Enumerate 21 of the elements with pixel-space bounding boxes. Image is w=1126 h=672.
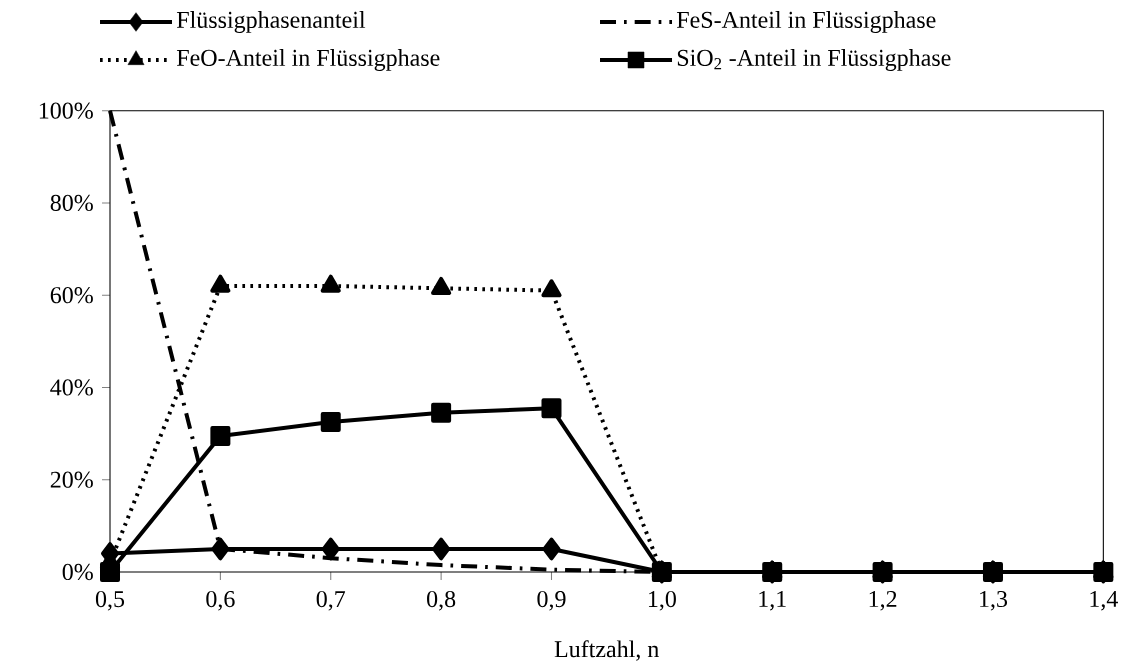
x-tick-label: 1,4 (1090, 590, 1118, 611)
x-axis-title: Luftzahl, n (554, 640, 659, 661)
legend-label: FeS-Anteil in Flüssigphase (676, 11, 936, 33)
x-tick-label: 1,1 (759, 590, 786, 611)
y-tick-label: 60% (50, 287, 93, 304)
x-tick-label: 0,9 (537, 590, 566, 611)
x-tick-label: 1,3 (980, 590, 1008, 611)
y-tick-label: 40% (50, 379, 93, 396)
x-tick-label: 0,8 (427, 590, 456, 611)
x-tick-label: 0,6 (206, 590, 235, 611)
legend-label: SiO$_{2}$ -Anteil in Flüssigphase (677, 49, 951, 71)
x-tick-label: 1,2 (869, 590, 897, 611)
y-tick-label: 0% (62, 563, 93, 581)
y-tick-label: 20% (50, 471, 93, 488)
x-tick-label: 1,0 (648, 590, 676, 611)
legend-label: Flüssigphasenanteil (176, 11, 366, 33)
y-tick-label: 100% (39, 102, 93, 119)
x-tick-label: 0,7 (316, 590, 346, 611)
legend-label: FeO-Anteil in Flüssigphase (176, 49, 440, 71)
x-tick-label: 0,5 (95, 590, 125, 611)
y-tick-label: 80% (50, 194, 93, 212)
